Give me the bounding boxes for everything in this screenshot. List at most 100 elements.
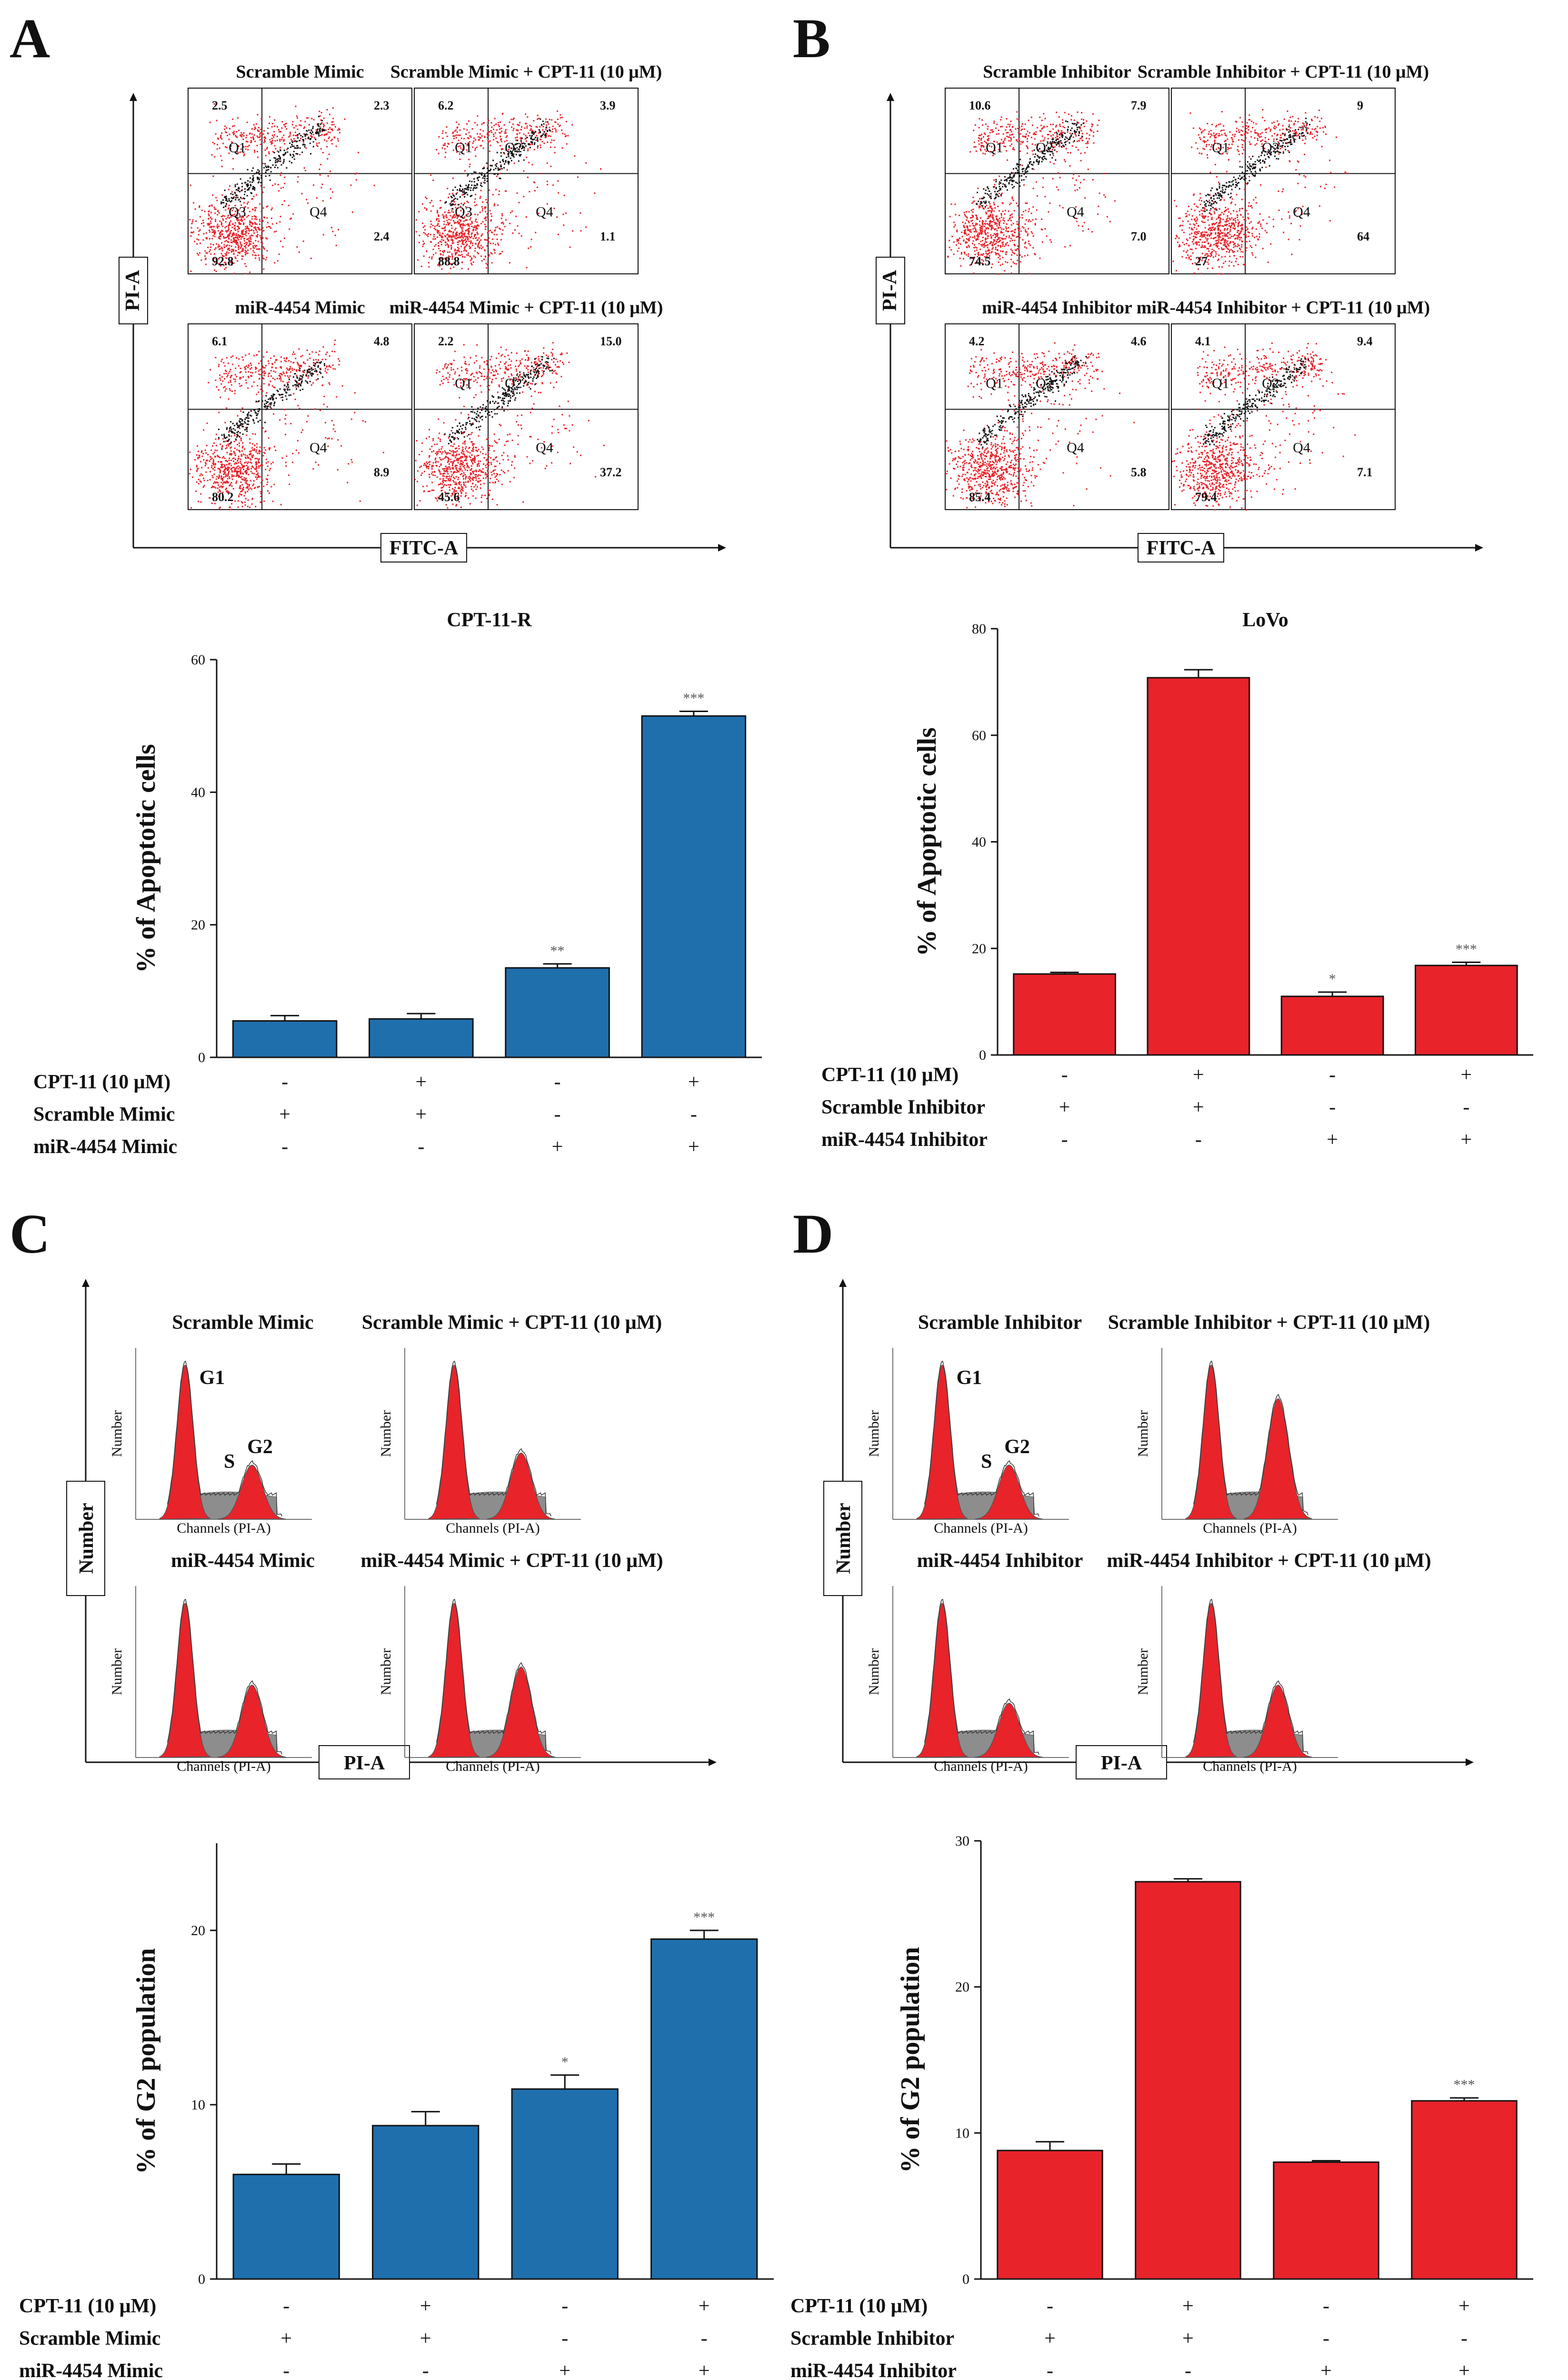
panel-letter-d: D xyxy=(793,1203,833,1265)
g2-peak xyxy=(975,1703,1043,1758)
treatment-label: CPT-11 (10 μM) xyxy=(821,1064,959,1086)
black-events xyxy=(976,120,1084,208)
chart-title: CPT-11-R xyxy=(447,609,532,631)
quadrant-label: Q4 xyxy=(536,440,553,455)
bar xyxy=(505,967,610,1058)
g1-peak xyxy=(916,1602,968,1758)
x-axis-label: FITC-A xyxy=(1147,537,1216,559)
treatment-sign: + xyxy=(1320,2360,1332,2380)
dot-plot-title: Scramble Inhibitor + CPT-11 (10 μM) xyxy=(1138,62,1429,82)
treatment-sign: - xyxy=(554,1071,561,1093)
treatment-sign: - xyxy=(561,2328,568,2350)
treatment-sign: - xyxy=(1195,1129,1202,1151)
y-tick-label: 60 xyxy=(191,652,205,668)
treatment-sign: - xyxy=(283,2360,290,2380)
treatment-label: miR-4454 Mimic xyxy=(33,1136,177,1158)
q2-percent: 2.3 xyxy=(374,99,390,112)
q4-percent: 7.1 xyxy=(1357,465,1373,479)
mini-y-label: Number xyxy=(866,1410,882,1457)
treatment-sign: - xyxy=(1061,1129,1068,1151)
g2-peak xyxy=(487,1452,555,1520)
fit-envelope xyxy=(167,1360,282,1517)
y-tick-label: 0 xyxy=(198,1050,205,1065)
cell-cycle-panels: Number PI-A Scramble Mimic Number Channels (… xyxy=(66,1279,1474,1779)
y-axis-label-box xyxy=(119,257,148,324)
histogram-3: miR-4454 Mimic Number Channels (PI-A) xyxy=(109,1550,315,1774)
quadrant-label: Q4 xyxy=(310,204,327,220)
treatment-sign: + xyxy=(699,2360,710,2380)
dot-plot-frame xyxy=(945,88,1169,274)
y-axis-label-box xyxy=(876,257,905,324)
treatment-sign: + xyxy=(688,1071,699,1093)
q4-percent: 1.1 xyxy=(600,230,616,243)
significance-marker: *** xyxy=(683,691,704,706)
treatment-sign: + xyxy=(552,1136,563,1158)
treatment-sign: + xyxy=(1059,1096,1070,1118)
g2-peak xyxy=(487,1667,555,1758)
quadrant-label: Q2 xyxy=(1262,140,1279,155)
quadrant-label: Q1 xyxy=(455,140,472,155)
y-tick-label: 0 xyxy=(198,2271,205,2287)
histogram-title: Scramble Inhibitor + CPT-11 (10 μM) xyxy=(1108,1312,1430,1334)
panel-letter-c: C xyxy=(10,1203,50,1265)
treatment-label: CPT-11 (10 μM) xyxy=(33,1071,170,1093)
mini-x-label: Channels (PI-A) xyxy=(446,1520,539,1536)
quadrant-label: Q4 xyxy=(310,440,327,455)
y-tick-label: 80 xyxy=(972,621,986,637)
quadrant-label: Q1 xyxy=(1212,140,1229,155)
q4-percent: 7.0 xyxy=(1131,230,1147,243)
quadrant-label: Q1 xyxy=(455,375,472,391)
x-arrow-icon xyxy=(718,544,726,552)
dot-plot-4: miR-4454 Mimic + CPT-11 (10 μM) 2.2 15.0 45… xyxy=(390,298,663,510)
y-axis-label: % of G2 population xyxy=(131,1948,161,2174)
mini-y-label: Number xyxy=(866,1648,882,1695)
quadrant-label: Q3 xyxy=(229,204,246,220)
q1-percent: 6.2 xyxy=(438,99,454,112)
treatment-sign: + xyxy=(420,2295,431,2317)
bar xyxy=(997,2149,1103,2280)
q1-percent: 2.5 xyxy=(212,99,228,112)
treatment-sign: - xyxy=(418,1136,424,1158)
g1-peak xyxy=(428,1602,480,1758)
q3-percent: 92.8 xyxy=(212,254,234,268)
g1-peak xyxy=(159,1364,211,1520)
y-tick-label: 60 xyxy=(972,728,986,743)
mini-x-label: Channels (PI-A) xyxy=(446,1758,539,1774)
fit-envelope xyxy=(436,1360,551,1516)
q4-percent: 37.2 xyxy=(600,465,622,479)
g2-peak xyxy=(975,1465,1043,1520)
black-events xyxy=(218,361,326,450)
dot-cloud xyxy=(189,103,375,274)
significance-marker: ** xyxy=(550,943,565,959)
significance-marker: * xyxy=(561,2054,569,2070)
treatment-sign: + xyxy=(699,2295,710,2317)
histogram-title: miR-4454 Mimic + CPT-11 (10 μM) xyxy=(360,1550,663,1572)
panel-b-dotplots: PI-A FITC-A Scramble Inhibitor 10.6 7.9 74.5 7… xyxy=(876,62,1483,562)
q3-percent: 74.5 xyxy=(969,254,991,268)
red-events xyxy=(947,111,1116,275)
bar xyxy=(1147,677,1250,1056)
panel-d-histograms: Number PI-A Scramble Inhibitor Number Channe… xyxy=(823,1279,1474,1779)
y-tick-label: 0 xyxy=(979,1047,986,1063)
treatment-sign: + xyxy=(1461,1064,1472,1086)
q1-percent: 6.1 xyxy=(212,334,228,348)
quadrant-label: Q2 xyxy=(1262,375,1279,391)
red-events xyxy=(1172,109,1347,275)
fit-envelope xyxy=(167,1598,282,1755)
panel-letter-a: A xyxy=(10,7,50,70)
significance-marker: *** xyxy=(1454,2077,1475,2093)
dot-plot-frame xyxy=(414,88,639,274)
s-label: S xyxy=(981,1451,992,1473)
x-axis-label: PI-A xyxy=(344,1752,385,1774)
g1-peak xyxy=(916,1364,968,1520)
bar xyxy=(1135,1881,1241,2280)
quadrant-label: Q2 xyxy=(505,140,522,155)
treatment-sign: - xyxy=(1047,2360,1053,2380)
y-arrow-icon xyxy=(839,1279,847,1287)
g1-label: G1 xyxy=(200,1367,225,1389)
g2-label: G2 xyxy=(247,1436,273,1458)
bar xyxy=(232,1020,338,1058)
dot-plot-title: miR-4454 Inhibitor + CPT-11 (10 μM) xyxy=(1137,298,1430,318)
bar xyxy=(1273,2161,1379,2280)
